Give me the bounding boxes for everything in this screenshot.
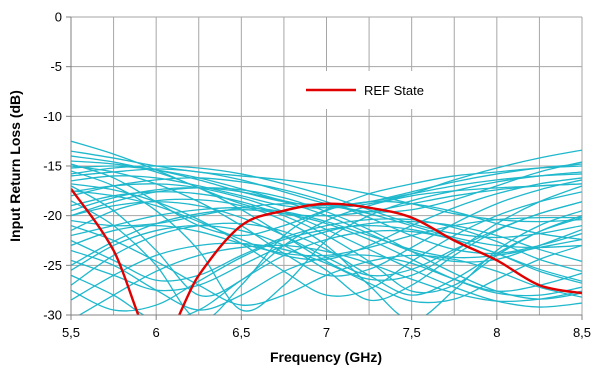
axes bbox=[66, 16, 583, 320]
state-curve-19 bbox=[71, 165, 582, 239]
state-curve-36 bbox=[78, 244, 582, 315]
x-tick-label: 8,5 bbox=[573, 325, 591, 340]
y-tick-label: -20 bbox=[43, 208, 62, 223]
y-tick-label: -25 bbox=[43, 258, 62, 273]
legend-label-ref-state: REF State bbox=[364, 83, 424, 98]
ref-state-curve-group bbox=[71, 188, 582, 315]
x-tick-label: 5,5 bbox=[62, 325, 80, 340]
state-curve-34 bbox=[71, 209, 582, 297]
x-tick-label: 7,5 bbox=[403, 325, 421, 340]
x-tick-label: 6 bbox=[153, 325, 160, 340]
state-curve-15 bbox=[71, 163, 582, 209]
tick-labels: 0 -5 -10 -15 -20 -25 -305,5 6 6,5 7 7,5 8 8,5 bbox=[43, 10, 591, 341]
state-curve-23 bbox=[71, 207, 582, 259]
x-tick-label: 6,5 bbox=[232, 325, 250, 340]
state-curve-32 bbox=[71, 187, 582, 300]
y-tick-label: -10 bbox=[43, 109, 62, 124]
y-tick-label: -30 bbox=[43, 308, 62, 323]
state-curve-12 bbox=[71, 218, 582, 282]
state-curve-5 bbox=[71, 170, 582, 312]
state-curve-14 bbox=[71, 177, 582, 261]
x-axis-title: Frequency (GHz) bbox=[270, 349, 382, 365]
state-curve-4 bbox=[71, 183, 582, 297]
x-tick-label: 8 bbox=[493, 325, 500, 340]
state-curve-29 bbox=[71, 183, 582, 297]
state-curve-35 bbox=[71, 224, 582, 312]
state-curve-9 bbox=[71, 198, 582, 315]
legend: REF State bbox=[291, 71, 453, 109]
state-curve-11 bbox=[71, 201, 582, 302]
x-tick-label: 7 bbox=[323, 325, 330, 340]
y-axis-title: Input Return Loss (dB) bbox=[7, 90, 23, 242]
state-curve-31 bbox=[71, 155, 582, 281]
ref-state-curve bbox=[71, 188, 582, 315]
y-tick-label: -15 bbox=[43, 159, 62, 174]
y-tick-label: 0 bbox=[55, 10, 62, 25]
state-curve-26 bbox=[71, 242, 582, 304]
y-tick-label: -5 bbox=[50, 59, 62, 74]
